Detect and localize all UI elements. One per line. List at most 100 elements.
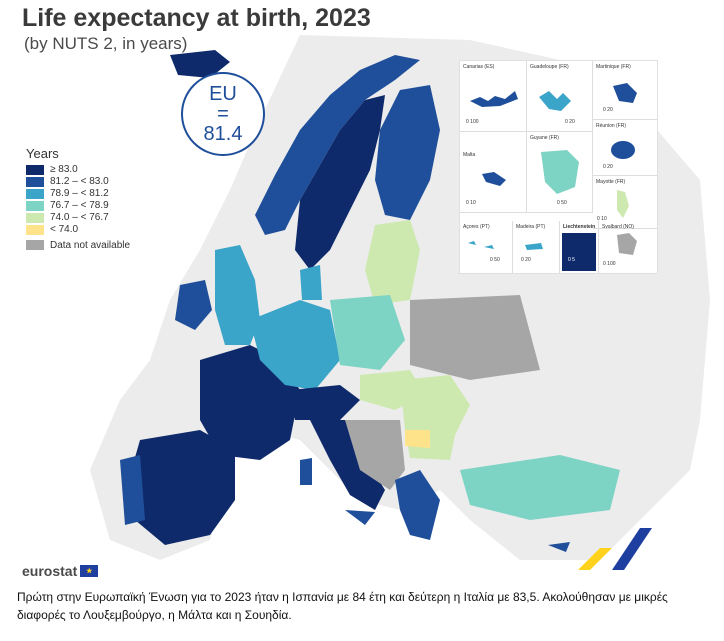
legend-label: 74.0 – < 76.7 [50, 212, 109, 223]
region-greece [395, 470, 440, 540]
region-balkans-na [345, 420, 405, 490]
region-iceland [170, 50, 230, 78]
eu-average-badge: EU = 81.4 [181, 72, 265, 156]
region-germany [250, 300, 340, 390]
inset-scale: 0 5 [568, 257, 575, 263]
legend-label: ≥ 83.0 [50, 164, 78, 175]
region-sicily [345, 510, 375, 525]
legend-label: 78.9 – < 81.2 [50, 188, 109, 199]
region-portugal [120, 455, 145, 525]
region-uk [215, 245, 260, 345]
legend-swatch [26, 176, 44, 187]
legend-item-na: Data not available [26, 239, 130, 251]
inset-shape [539, 91, 571, 111]
region-italy [310, 420, 385, 510]
region-east-na [410, 295, 540, 380]
inset-madeira: Madeira (PT) 0 20 [513, 221, 560, 273]
eu-label: EU [209, 83, 237, 105]
region-sweden [295, 95, 385, 270]
inset-label: Malta [463, 152, 476, 158]
inset-acores: Açores (PT) 0 50 [460, 221, 513, 273]
region-baltics [365, 220, 420, 305]
inset-shape [562, 233, 596, 271]
legend-swatch [26, 212, 44, 223]
legend-label: < 74.0 [50, 224, 79, 235]
legend: Years ≥ 83.0 81.2 – < 83.0 78.9 – < 81.2… [26, 146, 130, 251]
inset-canarias: Canarias (ES) 0 100 [460, 61, 527, 132]
map-subtitle: (by NUTS 2, in years) [24, 34, 188, 53]
region-norway [255, 55, 420, 235]
eurostat-brand: eurostat ★ [22, 563, 99, 579]
inset-guyane: Guyane (FR) 0 50 [527, 132, 593, 213]
inset-label: Canarias (ES) [463, 64, 495, 70]
inset-mayotte: Mayotte (FR) 0 10 [593, 176, 657, 229]
eu-flag-icon: ★ [80, 565, 99, 577]
inset-label: Mayotte (FR) [596, 179, 626, 185]
inset-panel: Canarias (ES) 0 100 Guadeloupe (FR) 0 20… [459, 60, 658, 274]
inset-label: Madeira (PT) [516, 224, 546, 230]
legend-item: < 74.0 [26, 224, 130, 235]
map-title: Life expectancy at birth, 2023 [22, 4, 371, 32]
inset-shape [525, 243, 543, 250]
inset-scale: 0 100 [603, 261, 616, 267]
region-finland [375, 85, 440, 220]
eurostat-stripe-yellow [578, 548, 612, 570]
legend-item: 74.0 – < 76.7 [26, 212, 130, 223]
region-denmark [300, 265, 322, 300]
caption-text: Πρώτη στην Ευρωπαϊκή Ένωση για το 2023 ή… [17, 590, 668, 622]
legend-label: Data not available [50, 239, 131, 251]
region-iberia [130, 430, 235, 545]
region-ireland [175, 280, 212, 330]
region-poland [330, 295, 405, 370]
legend-swatch [26, 188, 44, 199]
inset-label: Guyane (FR) [530, 135, 559, 141]
region-alps [290, 385, 360, 420]
inset-label: Svalbard (NO) [602, 224, 634, 230]
legend-swatch [26, 224, 44, 235]
eu-value: 81.4 [203, 123, 243, 145]
inset-reunion: Réunion (FR) 0 20 [593, 120, 657, 176]
inset-shape [617, 233, 637, 255]
legend-swatch [26, 240, 44, 250]
inset-shape [611, 141, 635, 159]
inset-martinique: Martinique (FR) 0 20 [593, 61, 657, 120]
region-sardinia [300, 458, 312, 485]
legend-swatch [26, 200, 44, 211]
inset-scale: 0 20 [603, 107, 613, 113]
region-turkey [460, 455, 620, 520]
inset-shape [617, 190, 629, 218]
inset-label: Réunion (FR) [596, 123, 627, 129]
legend-item: ≥ 83.0 [26, 164, 130, 175]
region-bulgaria-lowest [405, 430, 430, 448]
inset-shape [541, 150, 579, 194]
eu-equals: = [217, 103, 229, 125]
inset-label: Liechtenstein [563, 224, 596, 230]
inset-label: Martinique (FR) [596, 64, 631, 70]
inset-svalbard: Svalbard (NO) 0 100 [599, 221, 657, 273]
legend-item: 81.2 – < 83.0 [26, 176, 130, 187]
inset-scale: 0 20 [603, 164, 613, 170]
inset-shape [613, 83, 637, 103]
inset-scale: 0 50 [490, 257, 500, 263]
legend-item: 78.9 – < 81.2 [26, 188, 130, 199]
inset-guadeloupe: Guadeloupe (FR) 0 20 [527, 61, 593, 132]
inset-shape [468, 241, 494, 249]
legend-title: Years [26, 146, 59, 161]
eurostat-stripe-blue [612, 528, 652, 570]
inset-scale: 0 50 [557, 200, 567, 206]
inset-liechtenstein: Liechtenstein 0 5 [560, 221, 599, 273]
inset-scale: 0 20 [521, 257, 531, 263]
region-romania [400, 375, 470, 435]
inset-scale: 0 20 [565, 119, 575, 125]
inset-scale: 0 100 [466, 119, 479, 125]
inset-label: Guadeloupe (FR) [530, 64, 569, 70]
region-cyprus [548, 542, 570, 552]
legend-label: 81.2 – < 83.0 [50, 176, 109, 187]
inset-label: Açores (PT) [463, 224, 490, 230]
eurostat-wordmark: eurostat [22, 563, 78, 579]
legend-swatch [26, 164, 44, 175]
inset-scale: 0 10 [597, 216, 607, 222]
inset-scale: 0 10 [466, 200, 476, 206]
inset-malta: Malta 0 10 [460, 132, 527, 213]
legend-item: 76.7 – < 78.9 [26, 200, 130, 211]
